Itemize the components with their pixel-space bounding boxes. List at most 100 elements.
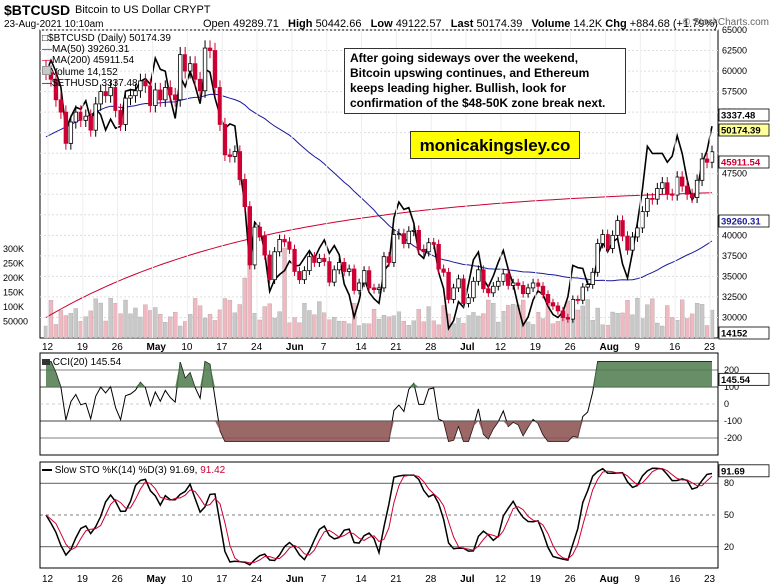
candle-body	[381, 256, 387, 289]
cci-tick-label: 100	[724, 382, 739, 392]
sto-tick-label: 20	[724, 542, 734, 552]
cci-legend: CCI(20) 145.54	[42, 357, 121, 368]
candle-body	[292, 248, 297, 272]
x-tick-label: 12	[42, 342, 54, 353]
candle-body	[496, 280, 501, 287]
volume-bar	[143, 304, 148, 339]
candle-body	[68, 121, 74, 144]
volume-bar	[351, 303, 357, 339]
candle-body	[625, 235, 630, 251]
volume-bar	[267, 303, 272, 339]
volume-bar	[48, 300, 54, 339]
chg-label: Chg	[605, 18, 627, 30]
volume-bar	[684, 318, 690, 339]
candle-body	[177, 54, 183, 101]
volume-bar	[386, 316, 392, 339]
volume-bar	[481, 313, 486, 339]
volume-bar	[108, 297, 113, 339]
volume-bar	[342, 321, 347, 339]
candle-body	[237, 151, 243, 180]
candle-body	[471, 280, 476, 299]
high-label: High	[288, 18, 313, 30]
candle-body	[560, 310, 566, 318]
x-tick-label: 14	[356, 342, 368, 353]
volume-bar	[123, 299, 128, 339]
candle-body	[451, 287, 456, 300]
candle-body	[93, 103, 98, 131]
volume-bar	[287, 322, 292, 339]
candle-body	[337, 262, 342, 271]
candle-body	[277, 239, 282, 253]
volume-bar	[650, 298, 655, 339]
candle-body	[441, 268, 446, 273]
candle-body	[476, 269, 481, 282]
x-tick-label-bottom: 9	[634, 574, 640, 585]
candle-body	[78, 111, 83, 121]
candle-body	[108, 87, 113, 97]
volume-bar	[406, 325, 411, 339]
candle-body	[570, 298, 576, 320]
candle-body	[689, 193, 695, 198]
legend-main: □$BTCUSD (Daily) 50174.39	[42, 33, 171, 44]
candle-body	[207, 47, 213, 51]
volume-bar	[63, 315, 69, 339]
volume-bar	[431, 320, 436, 339]
volume-last-label-box	[718, 326, 770, 340]
volume-bar	[118, 313, 123, 339]
volume-bar	[192, 298, 198, 339]
volume-bar	[232, 312, 238, 339]
candle-body	[133, 90, 138, 97]
symbol-name: Bitcoin to US Dollar CRYPT	[75, 4, 211, 16]
volume-bar	[153, 307, 158, 339]
candle-body	[580, 286, 585, 301]
price-tick-label: 30000	[722, 312, 747, 322]
volume-bar	[361, 323, 367, 339]
candle-body	[481, 269, 486, 290]
volume-bar	[585, 299, 590, 339]
candle-body	[550, 302, 556, 307]
x-tick-label-bottom: 28	[425, 574, 437, 585]
volume-bar	[202, 317, 208, 339]
price-tick-label: 37500	[722, 251, 747, 261]
price-tick-label: 57500	[722, 87, 747, 97]
x-tick-label-bottom: 14	[356, 574, 368, 585]
volume-bar	[555, 321, 561, 339]
candle-body	[520, 285, 526, 295]
volume-bar	[699, 304, 705, 339]
candle-body	[684, 185, 690, 195]
candle-body	[123, 97, 128, 125]
volume-bar	[471, 312, 476, 339]
candle-body	[416, 230, 421, 250]
low-label: Low	[370, 18, 393, 30]
volume-bar	[376, 319, 382, 339]
volume-bar	[575, 309, 580, 339]
volume-bar	[496, 321, 501, 339]
price-tick-label: 47500	[722, 169, 747, 179]
quote-line: Open 49289.71 High 50442.66 Low 49122.57…	[203, 18, 718, 30]
volume-bar	[670, 317, 675, 339]
cci-tick-label: 200	[724, 365, 739, 375]
candle-body	[386, 256, 392, 263]
candle-body	[58, 99, 64, 113]
candle-body	[192, 63, 198, 80]
candle-body	[431, 242, 436, 245]
candle-body	[704, 158, 710, 163]
chg-value: +884.68 (+1.79%)	[629, 18, 718, 30]
x-tick-label-bottom: 26	[565, 574, 577, 585]
candle-body	[501, 273, 506, 282]
volume-bar	[436, 324, 441, 339]
volume-bar	[322, 312, 327, 339]
candle-body	[138, 80, 143, 92]
volume-bar	[580, 305, 585, 339]
volume-bar	[83, 316, 88, 339]
volume-tick-label: 250K	[3, 259, 24, 269]
candle-body	[555, 305, 561, 312]
volume-bar	[73, 308, 78, 339]
cci-last-label: 145.54	[721, 375, 751, 386]
volume-bar	[401, 320, 407, 339]
volume-bar	[640, 318, 645, 339]
legend-ma200: —MA(200) 45911.54	[42, 55, 135, 66]
volume-bar	[680, 299, 685, 339]
volume-bar	[222, 298, 228, 339]
